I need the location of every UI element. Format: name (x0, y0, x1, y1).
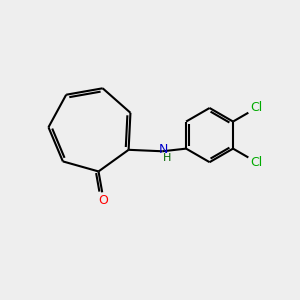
Text: Cl: Cl (250, 156, 263, 169)
Text: N: N (158, 143, 168, 156)
Text: O: O (99, 194, 109, 207)
Text: Cl: Cl (250, 101, 263, 114)
Text: H: H (163, 153, 172, 163)
